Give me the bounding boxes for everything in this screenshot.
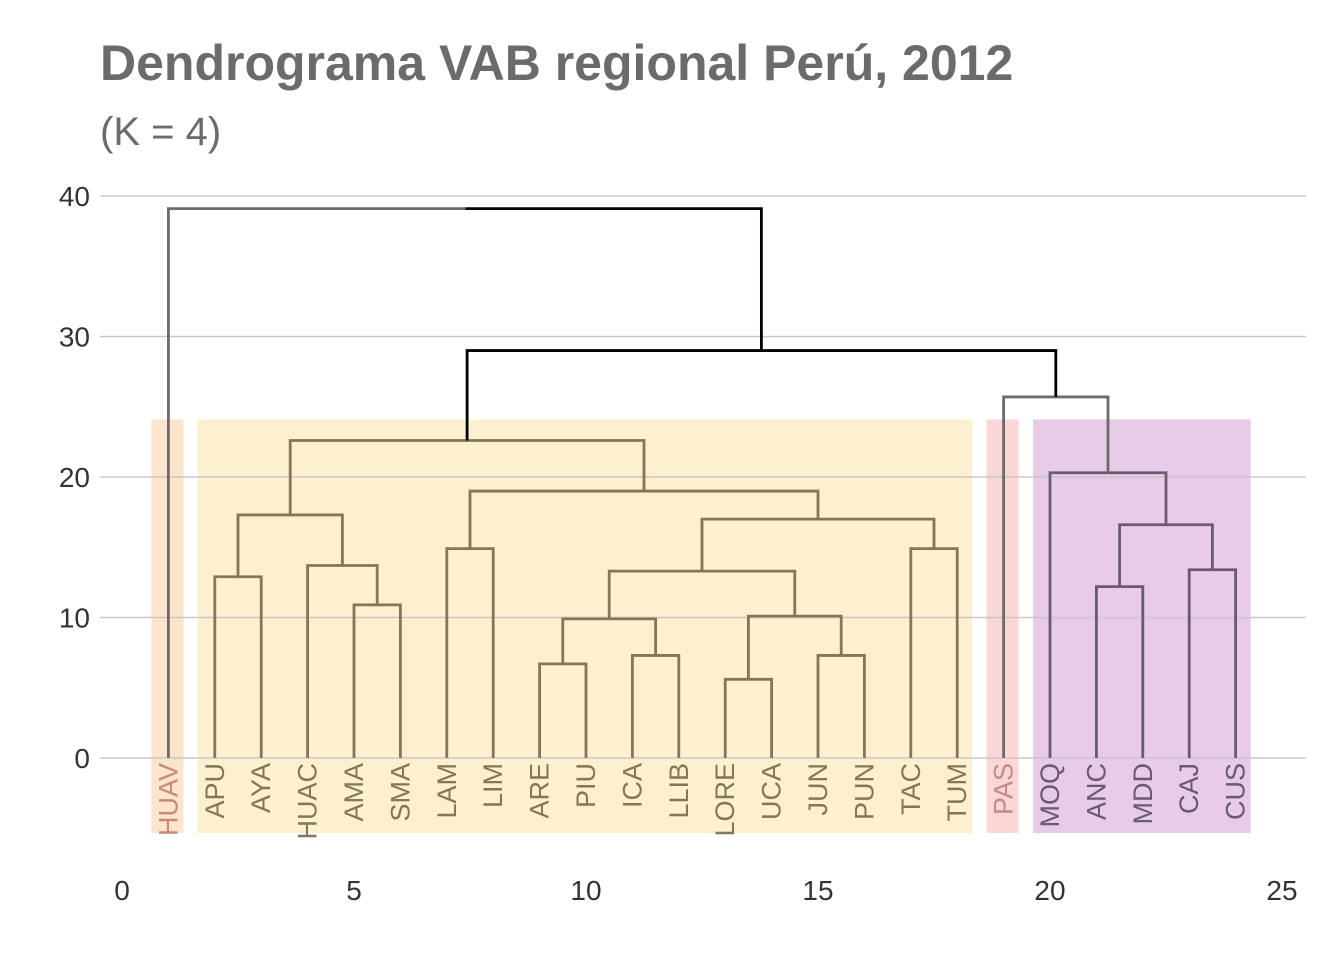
leaf-label-uca: UCA	[757, 763, 787, 820]
dendrogram-links	[167, 207, 1237, 758]
leaf-label-piu: PIU	[571, 763, 601, 808]
leaf-labels: HUAV APU AYA HUAC AMA SMA LAM LIM ARE PIU ICA LLIB L…	[153, 763, 1250, 840]
leaf-label-mdd: MDD	[1128, 763, 1158, 825]
x-tick-labels: 0 5 10 15 20 25	[114, 875, 1297, 906]
leaf-label-cus: CUS	[1221, 763, 1251, 820]
leaf-label-apu: APU	[200, 763, 230, 819]
leaf-label-caj: CAJ	[1174, 763, 1204, 814]
leaf-label-lore: LORE	[710, 763, 740, 837]
leaf-label-pun: PUN	[849, 763, 879, 820]
y-tick-20: 20	[59, 462, 90, 493]
x-tick-20: 20	[1034, 875, 1065, 906]
leaf-label-are: ARE	[525, 763, 555, 819]
leaf-label-tum: TUM	[942, 763, 972, 821]
x-tick-5: 5	[346, 875, 362, 906]
leaf-label-pas: PAS	[989, 763, 1019, 815]
leaf-label-lim: LIM	[478, 763, 508, 808]
link-m-root-left	[167, 207, 466, 758]
y-gridlines	[100, 195, 1306, 759]
y-tick-labels: 0 10 20 30 40	[59, 181, 90, 774]
chart-title: Dendrograma VAB regional Perú, 2012	[100, 35, 1014, 91]
cluster-box-1	[197, 419, 973, 833]
leaf-label-jun: JUN	[803, 763, 833, 816]
leaf-label-anc: ANC	[1081, 763, 1111, 820]
leaf-label-ama: AMA	[339, 763, 369, 822]
link-m-root-right	[465, 207, 763, 351]
leaf-label-aya: AYA	[246, 763, 276, 813]
chart-subtitle: (K = 4)	[100, 110, 222, 154]
x-tick-25: 25	[1266, 875, 1297, 906]
leaf-label-huav: HUAV	[153, 763, 183, 836]
y-tick-30: 30	[59, 322, 90, 353]
x-tick-0: 0	[114, 875, 130, 906]
leaf-label-lam: LAM	[432, 763, 462, 819]
y-tick-40: 40	[59, 181, 90, 212]
y-tick-0: 0	[74, 743, 90, 774]
leaf-label-moq: MOQ	[1035, 763, 1065, 828]
x-tick-10: 10	[570, 875, 601, 906]
x-tick-15: 15	[802, 875, 833, 906]
leaf-label-ica: ICA	[617, 763, 647, 808]
leaf-label-sma: SMA	[385, 763, 415, 822]
leaf-label-tac: TAC	[896, 763, 926, 815]
leaf-label-llib: LLIB	[664, 763, 694, 819]
leaf-label-huac: HUAC	[293, 763, 323, 840]
y-tick-10: 10	[59, 603, 90, 634]
